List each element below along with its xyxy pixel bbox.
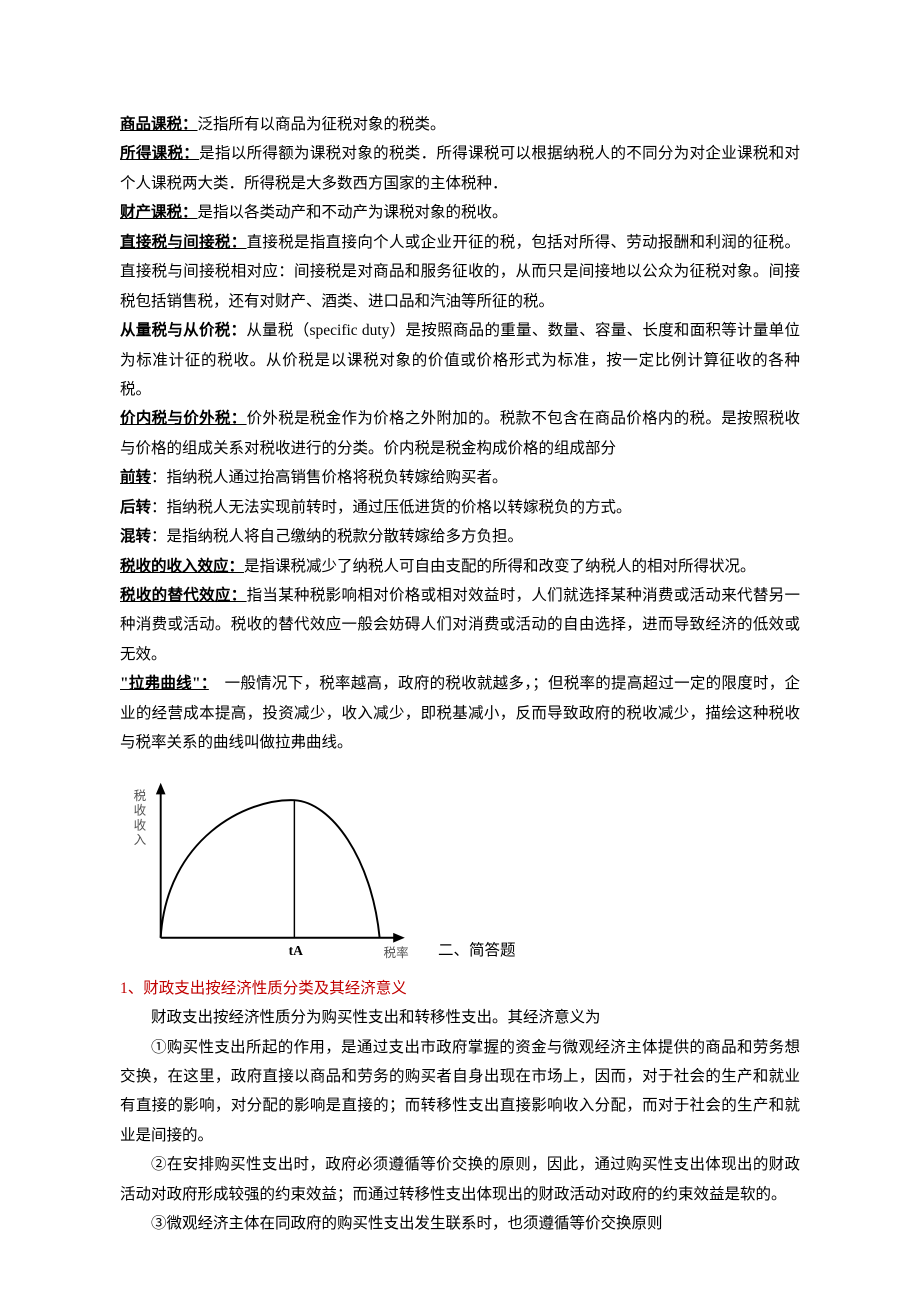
def-direct-indirect-tax: 直接税与间接税：直接税是指直接向个人或企业开征的税，包括对所得、劳动报酬和利润的…: [120, 228, 800, 316]
term: 混转: [120, 528, 151, 545]
def-forward-shift: 前转：指纳税人通过抬高销售价格将税负转嫁给购买者。: [120, 463, 800, 492]
term: 税收的收入效应：: [120, 558, 244, 575]
body: 是指以各类动产和不动产为课税对象的税收。: [198, 204, 508, 221]
def-commodity-tax: 商品课税：泛指所有以商品为征税对象的税类。: [120, 110, 800, 139]
question-1-title: 1、财政支出按经济性质分类及其经济意义: [120, 974, 800, 1003]
def-laffer-curve: "拉弗曲线"： 一般情况下，税率越高，政府的税收就越多，；但税率的提高超过一定的…: [120, 669, 800, 757]
def-backward-shift: 后转：指纳税人无法实现前转时，通过压低进货的价格以转嫁税负的方式。: [120, 493, 800, 522]
q1-para-2: ①购买性支出所起的作用，是通过支出市政府掌握的资金与微观经济主体提供的商品和劳务…: [120, 1033, 800, 1151]
q1-para-3: ②在安排购买性支出时，政府必须遵循等价交换的原则，因此，通过购买性支出体现出的财…: [120, 1150, 800, 1209]
body: ：指纳税人通过抬高销售价格将税负转嫁给购买者。: [151, 469, 508, 486]
body: 泛指所有以商品为征税对象的税类。: [198, 116, 446, 133]
term: 税收的替代效应：: [120, 587, 247, 604]
term: 直接税与间接税：: [120, 234, 247, 251]
q1-para-4: ③微观经济主体在同政府的购买性支出发生联系时，也须遵循等价交换原则: [120, 1209, 800, 1238]
term: 所得课税：: [120, 145, 199, 162]
body: ：指纳税人无法实现前转时，通过压低进货的价格以转嫁税负的方式。: [151, 499, 632, 516]
def-property-tax: 财产课税：是指以各类动产和不动产为课税对象的税收。: [120, 198, 800, 227]
laffer-chart-row: 税收收入tA税率 二、简答题: [120, 768, 800, 968]
def-mixed-shift: 混转：是指纳税人将自己缴纳的税款分散转嫁给多方负担。: [120, 522, 800, 551]
body: ：是指纳税人将自己缴纳的税款分散转嫁给多方负担。: [151, 528, 523, 545]
def-income-effect: 税收的收入效应：是指课税减少了纳税人可自由支配的所得和改变了纳税人的相对所得状况…: [120, 552, 800, 581]
svg-text:收: 收: [134, 803, 147, 817]
q1-para-1: 财政支出按经济性质分为购买性支出和转移性支出。其经济意义为: [120, 1003, 800, 1032]
svg-text:tA: tA: [289, 943, 304, 958]
term: 从量税与从价税：: [120, 322, 246, 339]
term: 后转: [120, 499, 151, 516]
body: 是指以所得额为课税对象的税类．所得课税可以根据纳税人的不同分为对企业课税和对个人…: [120, 145, 800, 191]
def-income-tax: 所得课税：是指以所得额为课税对象的税类．所得课税可以根据纳税人的不同分为对企业课…: [120, 139, 800, 198]
svg-text:入: 入: [134, 832, 147, 846]
term: 前转: [120, 469, 151, 486]
svg-text:税率: 税率: [384, 945, 409, 960]
svg-text:税: 税: [134, 789, 147, 803]
body: 一般情况下，税率越高，政府的税收就越多，；但税率的提高超过一定的限度时，企业的经…: [120, 675, 800, 751]
svg-text:收: 收: [134, 818, 147, 832]
def-specific-advalorem-tax: 从量税与从价税：从量税（specific duty）是按照商品的重量、数量、容量…: [120, 316, 800, 404]
term: 商品课税：: [120, 116, 198, 133]
term: 价内税与价外税：: [120, 410, 247, 427]
section-2-title: 二、简答题: [438, 936, 516, 965]
laffer-curve-chart: 税收收入tA税率: [120, 768, 430, 968]
def-substitution-effect: 税收的替代效应：指当某种税影响相对价格或相对效益时，人们就选择某种消费或活动来代…: [120, 581, 800, 669]
body: 是指课税减少了纳税人可自由支配的所得和改变了纳税人的相对所得状况。: [244, 558, 756, 575]
term: "拉弗曲线"：: [120, 675, 209, 692]
def-inclusive-exclusive-tax: 价内税与价外税：价外税是税金作为价格之外附加的。税款不包含在商品价格内的税。是按…: [120, 404, 800, 463]
term: 财产课税：: [120, 204, 198, 221]
